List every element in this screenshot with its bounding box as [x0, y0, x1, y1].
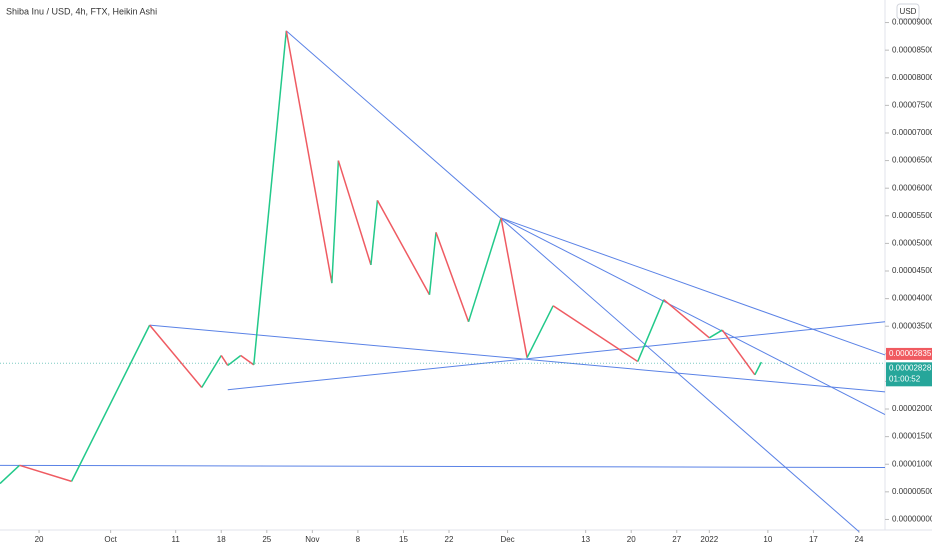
- zigzag-segment: [500, 217, 528, 358]
- y-tick-label: 0.00002000: [892, 404, 932, 413]
- zigzag-segment: [428, 232, 437, 295]
- x-tick-label: 22: [445, 535, 454, 544]
- zigzag-segment: [0, 464, 21, 485]
- zigzag-segment: [70, 324, 151, 482]
- trend-line: [500, 217, 886, 415]
- trend-line: [285, 30, 860, 532]
- x-tick-label: 2022: [700, 535, 718, 544]
- x-tick-label: 20: [35, 535, 44, 544]
- y-tick-label: 0.00009000: [892, 18, 932, 27]
- y-tick-label: 0.00008500: [892, 45, 932, 54]
- y-tick-label: 0.00000000: [892, 515, 932, 524]
- zigzag-segment: [376, 199, 431, 296]
- currency-button[interactable]: [896, 3, 920, 20]
- zigzag-segment: [331, 160, 340, 284]
- x-tick-label: 25: [262, 535, 271, 544]
- x-tick-label: 13: [581, 535, 590, 544]
- countdown: 01:00:52: [889, 374, 921, 383]
- zigzag-segment: [552, 305, 639, 363]
- zigzag-segment: [370, 200, 379, 266]
- x-tick-label: Oct: [104, 535, 117, 544]
- zigzag-segment: [227, 354, 242, 367]
- price-label: 0.00002835: [889, 349, 932, 358]
- y-tick-label: 0.00007000: [892, 128, 932, 137]
- y-tick-label: 0.00001500: [892, 432, 932, 441]
- price-label: 0.00002828: [889, 363, 932, 372]
- y-tick-label: 0.00005000: [892, 239, 932, 248]
- zigzag-segment: [220, 355, 229, 366]
- y-tick-label: 0.00005500: [892, 211, 932, 220]
- y-tick-label: 0.00003500: [892, 321, 932, 330]
- currency-label[interactable]: USD: [900, 7, 917, 16]
- zigzag-segment: [721, 329, 756, 376]
- zigzag-segment: [337, 160, 372, 266]
- zigzag-segment: [240, 354, 255, 366]
- y-tick-label: 0.00004500: [892, 266, 932, 275]
- x-tick-label: Dec: [500, 535, 514, 544]
- y-tick-label: 0.00006000: [892, 183, 932, 192]
- y-tick-label: 0.00001000: [892, 459, 932, 468]
- zigzag-segment: [467, 217, 502, 323]
- zigzag-segment: [149, 324, 203, 388]
- trend-line: [227, 321, 886, 391]
- trend-line: [500, 217, 886, 356]
- zigzag-segment: [526, 305, 554, 359]
- y-tick-label: 0.00008000: [892, 73, 932, 82]
- x-tick-label: 24: [855, 535, 864, 544]
- zigzag-segment: [754, 361, 763, 376]
- y-tick-label: 0.00004000: [892, 294, 932, 303]
- y-tick-label: 0.00006500: [892, 156, 932, 165]
- x-tick-label: Nov: [305, 535, 319, 544]
- price-label-box: [886, 347, 932, 360]
- x-tick-label: 18: [217, 535, 226, 544]
- price-label-box: [886, 362, 932, 387]
- trend-line: [0, 464, 886, 469]
- y-tick-label: 0.00007500: [892, 100, 932, 109]
- zigzag-segment: [201, 355, 222, 388]
- chart-title: Shiba Inu / USD, 4h, FTX, Heikin Ashi: [6, 6, 157, 16]
- zigzag-segment: [435, 232, 470, 323]
- x-tick-label: 10: [763, 535, 772, 544]
- zigzag-segment: [663, 299, 710, 339]
- zigzag-segment: [19, 464, 72, 483]
- zigzag-segment: [637, 299, 665, 362]
- y-tick-label: 0.00000500: [892, 487, 932, 496]
- zigzag-segment: [708, 329, 723, 339]
- x-tick-label: 8: [356, 535, 361, 544]
- x-tick-label: 15: [399, 535, 408, 544]
- trend-line: [149, 324, 886, 393]
- x-tick-label: 20: [627, 535, 636, 544]
- x-tick-label: 17: [809, 535, 818, 544]
- x-tick-label: 11: [172, 535, 181, 544]
- zigzag-segment: [285, 30, 333, 284]
- x-tick-label: 27: [672, 535, 681, 544]
- zigzag-segment: [253, 30, 288, 365]
